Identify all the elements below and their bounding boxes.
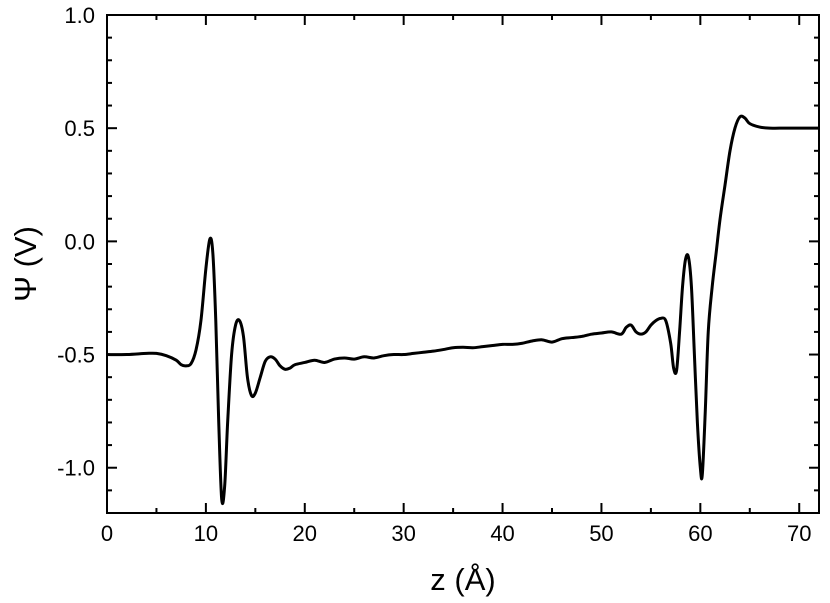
tick-labels: 0 10 20 30 40 50 60 70 1.0 0.5 0.0 -0.5 -1.0: [57, 3, 811, 546]
x-tick-label: 0: [101, 521, 113, 546]
x-axis-title: z (Å): [430, 562, 495, 597]
x-tick-label: 20: [293, 521, 317, 546]
plot-frame: [106, 14, 820, 514]
x-tick-label: 40: [490, 521, 514, 546]
x-tick-label: 60: [688, 521, 712, 546]
y-tick-label: 1.0: [64, 3, 95, 28]
y-axis-title: Ψ (V): [8, 226, 43, 302]
y-tick-label: -0.5: [57, 343, 95, 368]
series-layer: [106, 114, 819, 506]
x-tick-label: 10: [194, 521, 218, 546]
y-tick-label: 0.0: [64, 229, 95, 254]
x-tick-label: 50: [589, 521, 613, 546]
series-line: [106, 114, 819, 506]
y-tick-label: 0.5: [64, 116, 95, 141]
y-tick-label: -1.0: [57, 456, 95, 481]
x-tick-label: 70: [787, 521, 811, 546]
x-tick-label: 30: [391, 521, 415, 546]
